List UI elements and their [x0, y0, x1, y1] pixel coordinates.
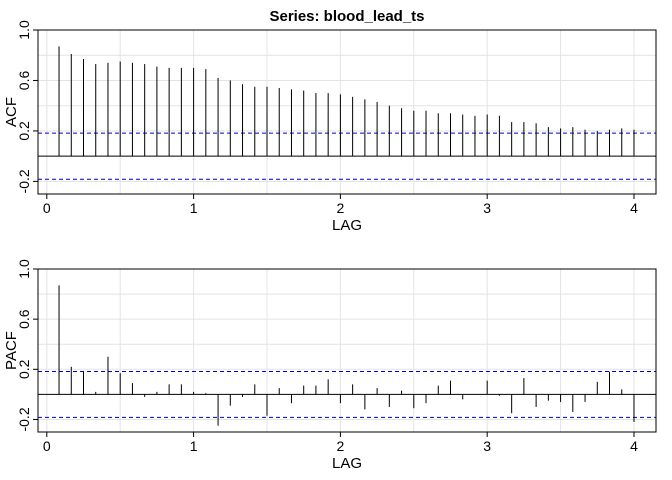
y-tick-label: 0.2: [16, 359, 32, 379]
x-axis-label: LAG: [332, 455, 362, 472]
x-tick-label: 2: [336, 200, 344, 216]
x-tick-label: 2: [336, 438, 344, 454]
chart-title: Series: blood_lead_ts: [269, 8, 424, 25]
y-tick-label: 0.2: [16, 121, 32, 141]
x-tick-label: 3: [483, 200, 491, 216]
x-tick-label: 0: [43, 438, 51, 454]
y-tick-label: 1.0: [16, 259, 32, 279]
x-axis-label: LAG: [332, 217, 362, 234]
plot-frame: [37, 29, 657, 195]
y-axis-label: ACF: [3, 97, 20, 127]
y-axis-label: PACF: [3, 331, 20, 370]
x-tick-label: 0: [43, 200, 51, 216]
y-tick-label: -0.2: [16, 407, 32, 431]
plot-frame: [37, 268, 657, 433]
pacf-panel: 0 1 2 3 4 -0.2 0.2 0.6 1.0 LAG PACF: [3, 259, 657, 472]
x-tick-label: 4: [630, 200, 638, 216]
x-tick-label: 4: [630, 438, 638, 454]
x-tick-label: 1: [190, 200, 198, 216]
x-tick-label: 3: [483, 438, 491, 454]
acf-panel: 0 1 2 3 4 -0.2 0.2 0.6 1.0 LAG ACF Series: blood_le…: [3, 8, 657, 234]
x-tick-label: 1: [190, 438, 198, 454]
y-tick-label: 1.0: [16, 20, 32, 40]
y-tick-label: -0.2: [16, 169, 32, 193]
y-tick-label: 0.6: [16, 309, 32, 329]
y-tick-label: 0.6: [16, 71, 32, 91]
